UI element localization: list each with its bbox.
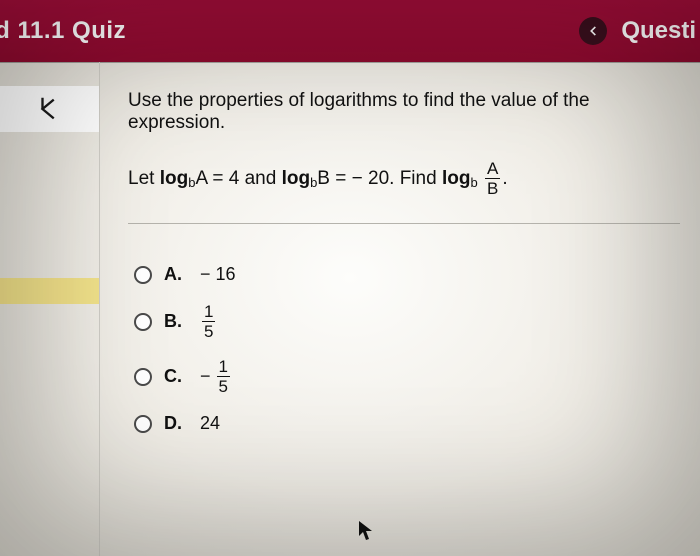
divider: [128, 223, 680, 224]
period: .: [502, 168, 507, 190]
logA-sub: b: [188, 175, 195, 190]
radio-b[interactable]: [134, 313, 152, 331]
option-c-letter: C.: [164, 366, 188, 387]
option-a-letter: A.: [164, 264, 188, 285]
logB-sub: b: [310, 175, 317, 190]
prev-question-button[interactable]: [579, 17, 607, 45]
logA-label: log: [160, 168, 189, 190]
logB-eq: B = − 20: [317, 168, 389, 190]
content-area: Use the properties of logarithms to find…: [0, 62, 700, 556]
radio-a[interactable]: [134, 266, 152, 284]
option-c[interactable]: C. − 1 5: [134, 358, 680, 395]
left-column: [0, 62, 100, 556]
radio-d[interactable]: [134, 415, 152, 433]
answer-options: A. − 16 B. 1 5 C.: [128, 264, 680, 434]
option-a-value: − 16: [200, 264, 236, 285]
chevron-left-icon: [586, 24, 600, 38]
neg-sign: −: [200, 366, 211, 387]
option-a[interactable]: A. − 16: [134, 264, 680, 285]
frac-den: B: [485, 178, 500, 197]
question-prompt: Use the properties of logarithms to find…: [128, 90, 680, 134]
option-b-value: 1 5: [200, 303, 217, 340]
option-b-letter: B.: [164, 311, 188, 332]
quiz-title: nd 11.1 Quiz: [0, 17, 126, 45]
cursor-icon: [358, 520, 374, 542]
option-d[interactable]: D. 24: [134, 413, 680, 434]
option-d-letter: D.: [164, 413, 188, 434]
header-bar: nd 11.1 Quiz Questi: [0, 0, 700, 62]
given-prefix: Let: [128, 168, 160, 190]
find-log: log: [442, 168, 471, 190]
question-nav-label: Questi: [621, 17, 696, 45]
find-fraction: A B: [485, 160, 500, 197]
frac-num: A: [485, 160, 500, 178]
question-given: Let log b A = 4 and log b B = − 20 . Fin…: [128, 160, 680, 197]
selection-highlight: [0, 278, 99, 304]
find-prefix: . Find: [389, 168, 442, 190]
option-b[interactable]: B. 1 5: [134, 303, 680, 340]
back-strip: [0, 86, 99, 132]
find-sub: b: [470, 175, 477, 190]
option-c-value: − 1 5: [200, 358, 232, 395]
question-panel: Use the properties of logarithms to find…: [100, 62, 700, 556]
back-icon[interactable]: [35, 94, 65, 124]
conj: and: [239, 168, 281, 190]
option-d-value: 24: [200, 413, 220, 434]
logB-label: log: [282, 168, 311, 190]
logA-eq: A = 4: [195, 168, 239, 190]
radio-c[interactable]: [134, 368, 152, 386]
